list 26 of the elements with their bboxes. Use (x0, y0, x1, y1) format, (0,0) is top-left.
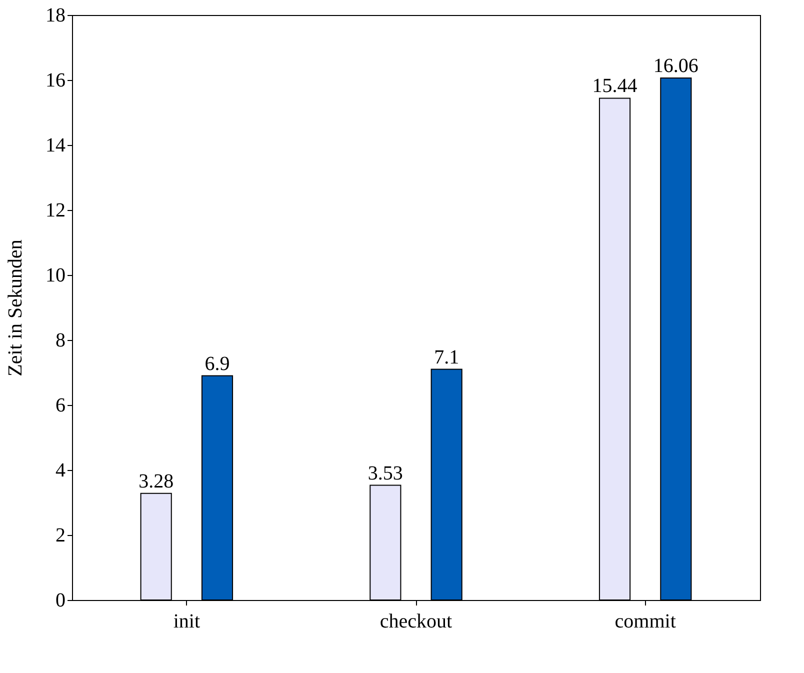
data-label: 16.06 (653, 55, 698, 78)
y-tick-label: 8 (56, 330, 66, 352)
y-tick-label: 4 (56, 460, 66, 482)
y-tick-label: 6 (56, 394, 66, 416)
x-tick-label: commit (614, 610, 676, 632)
y-tick-label: 0 (56, 590, 66, 612)
bar (598, 98, 631, 600)
bar (140, 492, 172, 600)
bar (660, 78, 692, 600)
x-tick-label: checkout (380, 610, 453, 632)
y-axis-title: Zeit in Sekunden (4, 240, 26, 376)
data-label: 15.44 (592, 75, 638, 98)
y-tick-label: 10 (46, 264, 66, 286)
y-tick-label: 16 (46, 70, 66, 92)
data-label: 6.9 (204, 352, 230, 375)
y-tick-label: 2 (56, 524, 66, 546)
y-tick-label: 12 (46, 200, 66, 222)
y-tick-label: 18 (46, 4, 66, 26)
bar (201, 375, 234, 600)
y-tick-label: 14 (46, 134, 66, 156)
x-tick-label: init (173, 610, 200, 632)
data-label: 7.1 (434, 346, 460, 368)
bar (370, 484, 402, 600)
data-label: 3.28 (138, 470, 174, 492)
data-label: 3.53 (368, 462, 403, 484)
bar (430, 368, 462, 600)
